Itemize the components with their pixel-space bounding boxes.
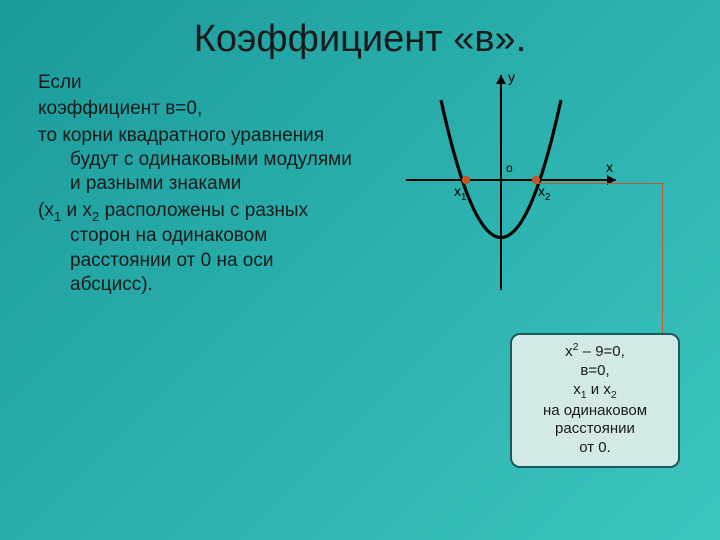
x1-label: х1	[454, 183, 466, 203]
callout-line-2: в=0,	[516, 362, 674, 381]
connector-vertical	[662, 183, 663, 333]
example-callout: х2 – 9=0, в=0, х1 и х2 на одинаковом рас…	[510, 333, 680, 468]
line-1: Если	[38, 71, 358, 95]
content-row: Если коэффициент в=0, то корни квадратно…	[0, 61, 720, 299]
x2-label: х2	[538, 183, 550, 203]
callout-line-3: х1 и х2	[516, 381, 674, 402]
line-3: то корни квадратного уравнения будут с о…	[38, 124, 358, 197]
callout-line-1: х2 – 9=0,	[516, 341, 674, 362]
y-axis-label: у	[508, 69, 515, 85]
connector-horizontal	[536, 183, 664, 184]
origin-label: о	[506, 161, 513, 175]
callout-line-4: на одинаковом расстоянии	[516, 402, 674, 440]
line-2: коэффициент в=0,	[38, 97, 358, 121]
line-4: (х1 и х2 расположены с разных сторон на …	[38, 199, 358, 298]
right-pane: у х о х1 х2 х2 – 9=0, в=0, х1 и х2 на од…	[368, 71, 702, 299]
parabola-graph: у х о х1 х2	[396, 65, 626, 305]
left-text: Если коэффициент в=0, то корни квадратно…	[38, 71, 358, 299]
x-axis-label: х	[606, 159, 613, 175]
callout-line-5: от 0.	[516, 439, 674, 458]
page-title: Коэффициент «в».	[0, 0, 720, 61]
